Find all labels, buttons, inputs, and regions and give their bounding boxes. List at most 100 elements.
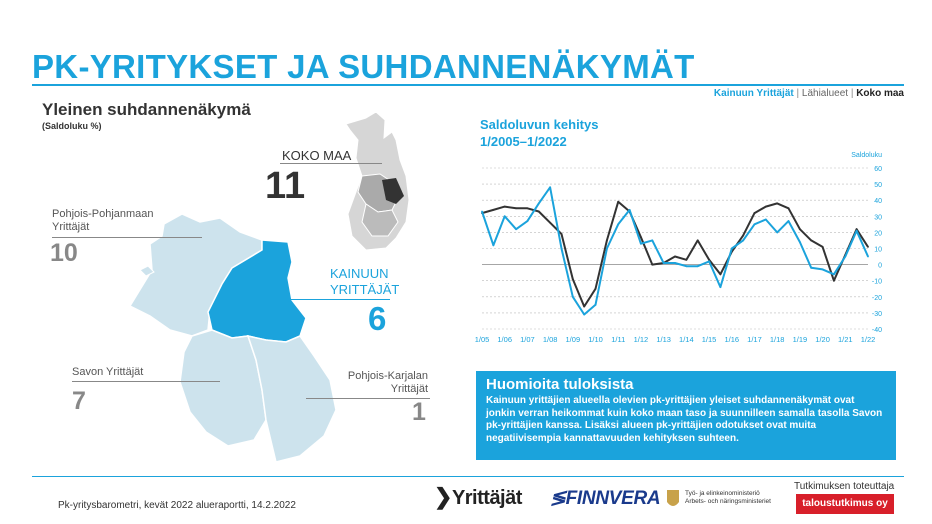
y-axis-label: Saldoluku — [851, 152, 882, 159]
y-tick-label: 20 — [874, 230, 882, 237]
section-subtitle: Yleinen suhdannenäkymä — [42, 100, 251, 119]
chart-title: Saldoluvun kehitys 1/2005–1/2022 — [480, 117, 599, 149]
data-point — [787, 207, 790, 210]
y-tick-label: 60 — [874, 166, 882, 173]
y-tick-label: -40 — [872, 327, 882, 334]
data-point — [560, 233, 563, 235]
series-line-koko-maa — [481, 200, 869, 308]
data-point — [549, 221, 552, 224]
data-point — [821, 268, 824, 271]
x-tick-label: 1/05 — [475, 335, 490, 344]
y-tick-label: 40 — [874, 198, 882, 205]
koko-maa-value: 11 — [265, 165, 306, 207]
region-pohjois-karjala — [246, 334, 337, 463]
data-point — [742, 234, 745, 237]
yrittajat-y-mark: ❯ — [434, 484, 452, 509]
data-point — [583, 305, 586, 308]
y-tick-label: 10 — [874, 247, 882, 254]
data-point — [492, 208, 495, 211]
data-point — [662, 262, 665, 264]
data-point — [696, 265, 699, 268]
y-tick-label: -30 — [872, 311, 882, 318]
data-point — [855, 229, 858, 232]
y-tick-label: 30 — [874, 214, 882, 221]
data-point — [526, 207, 529, 210]
data-point — [583, 313, 586, 316]
x-tick-label: 1/17 — [747, 335, 762, 344]
data-point — [515, 207, 517, 210]
x-tick-label: 1/12 — [634, 335, 649, 344]
data-point — [798, 241, 801, 243]
data-point — [617, 223, 620, 226]
finnvera-logo: ≶FINNVERA — [550, 488, 661, 509]
data-point — [844, 255, 847, 258]
data-point — [492, 244, 495, 247]
data-point — [605, 239, 608, 242]
savo-label: Savon Yrittäjät — [72, 366, 144, 378]
x-tick-label: 1/14 — [679, 335, 694, 344]
x-tick-label: 1/20 — [815, 335, 830, 344]
data-point — [640, 242, 642, 245]
data-point — [708, 258, 710, 261]
series-line-kainuun-yrittäjät — [481, 186, 869, 316]
data-point — [776, 231, 779, 234]
data-point — [503, 205, 506, 208]
data-point — [719, 273, 722, 276]
x-tick-label: 1/08 — [543, 335, 558, 344]
data-point — [798, 228, 801, 231]
data-point — [776, 202, 779, 205]
source-text: Pk-yritysbarometri, kevät 2022 aluerapor… — [58, 500, 296, 511]
pohjois-pohjanmaa-leader-line — [52, 237, 202, 238]
data-point — [628, 208, 631, 211]
x-tick-label: 1/16 — [724, 335, 739, 344]
x-tick-label: 1/18 — [770, 335, 785, 344]
savo-value: 7 — [72, 387, 86, 415]
data-point — [674, 262, 676, 264]
data-point — [696, 239, 699, 242]
data-point — [571, 278, 574, 280]
data-point — [764, 218, 767, 221]
legend-kainuu: Kainuun Yrittäjät — [713, 88, 794, 99]
data-point — [833, 273, 835, 276]
page-title: PK-YRITYKSET JA SUHDANNENÄKYMÄT — [32, 48, 695, 85]
yrittajat-logo: ❯Yrittäjät — [434, 484, 522, 509]
pohjois-karjala-value: 1 — [412, 398, 426, 426]
tem-logo: Työ- ja elinkeinoministeriö Arbets- och … — [685, 490, 771, 505]
x-tick-label: 1/06 — [497, 335, 512, 344]
x-tick-label: 1/19 — [793, 335, 808, 344]
data-point — [515, 228, 517, 231]
unit-note: (Saldoluku %) — [42, 121, 102, 131]
region-savo — [179, 329, 267, 447]
y-tick-label: -20 — [872, 295, 882, 302]
data-point — [867, 245, 869, 248]
data-point — [651, 263, 654, 266]
x-tick-label: 1/15 — [702, 335, 717, 344]
data-point — [867, 255, 869, 258]
data-point — [674, 255, 676, 258]
data-point — [742, 239, 745, 242]
data-point — [719, 286, 722, 289]
line-chart: Saldoluku 60 50 40 30 20 10 0 -10 -20 -30 -40 1/05 1/… — [475, 152, 882, 344]
data-point — [708, 260, 710, 263]
footer-divider — [32, 476, 904, 477]
data-point — [537, 210, 540, 213]
data-point — [594, 303, 597, 306]
kainuu-leader-line — [262, 299, 390, 300]
data-point — [730, 247, 733, 250]
tem-crest-icon — [667, 490, 679, 506]
x-tick-label: 1/13 — [656, 335, 671, 344]
data-point — [526, 220, 529, 223]
data-point — [821, 245, 824, 248]
legend-lahialueet: Lähialueet — [801, 88, 849, 99]
pohjois-pohjanmaa-value: 10 — [50, 239, 78, 267]
x-tick-label: 1/11 — [611, 335, 625, 344]
research-by-label: Tutkimuksen toteuttaja — [794, 481, 895, 492]
x-tick-label: 1/21 — [838, 335, 853, 344]
data-point — [617, 200, 620, 203]
data-point — [537, 202, 540, 205]
y-tick-label: 50 — [874, 182, 882, 189]
data-point — [810, 239, 813, 242]
data-point — [571, 295, 574, 298]
data-point — [594, 287, 597, 290]
